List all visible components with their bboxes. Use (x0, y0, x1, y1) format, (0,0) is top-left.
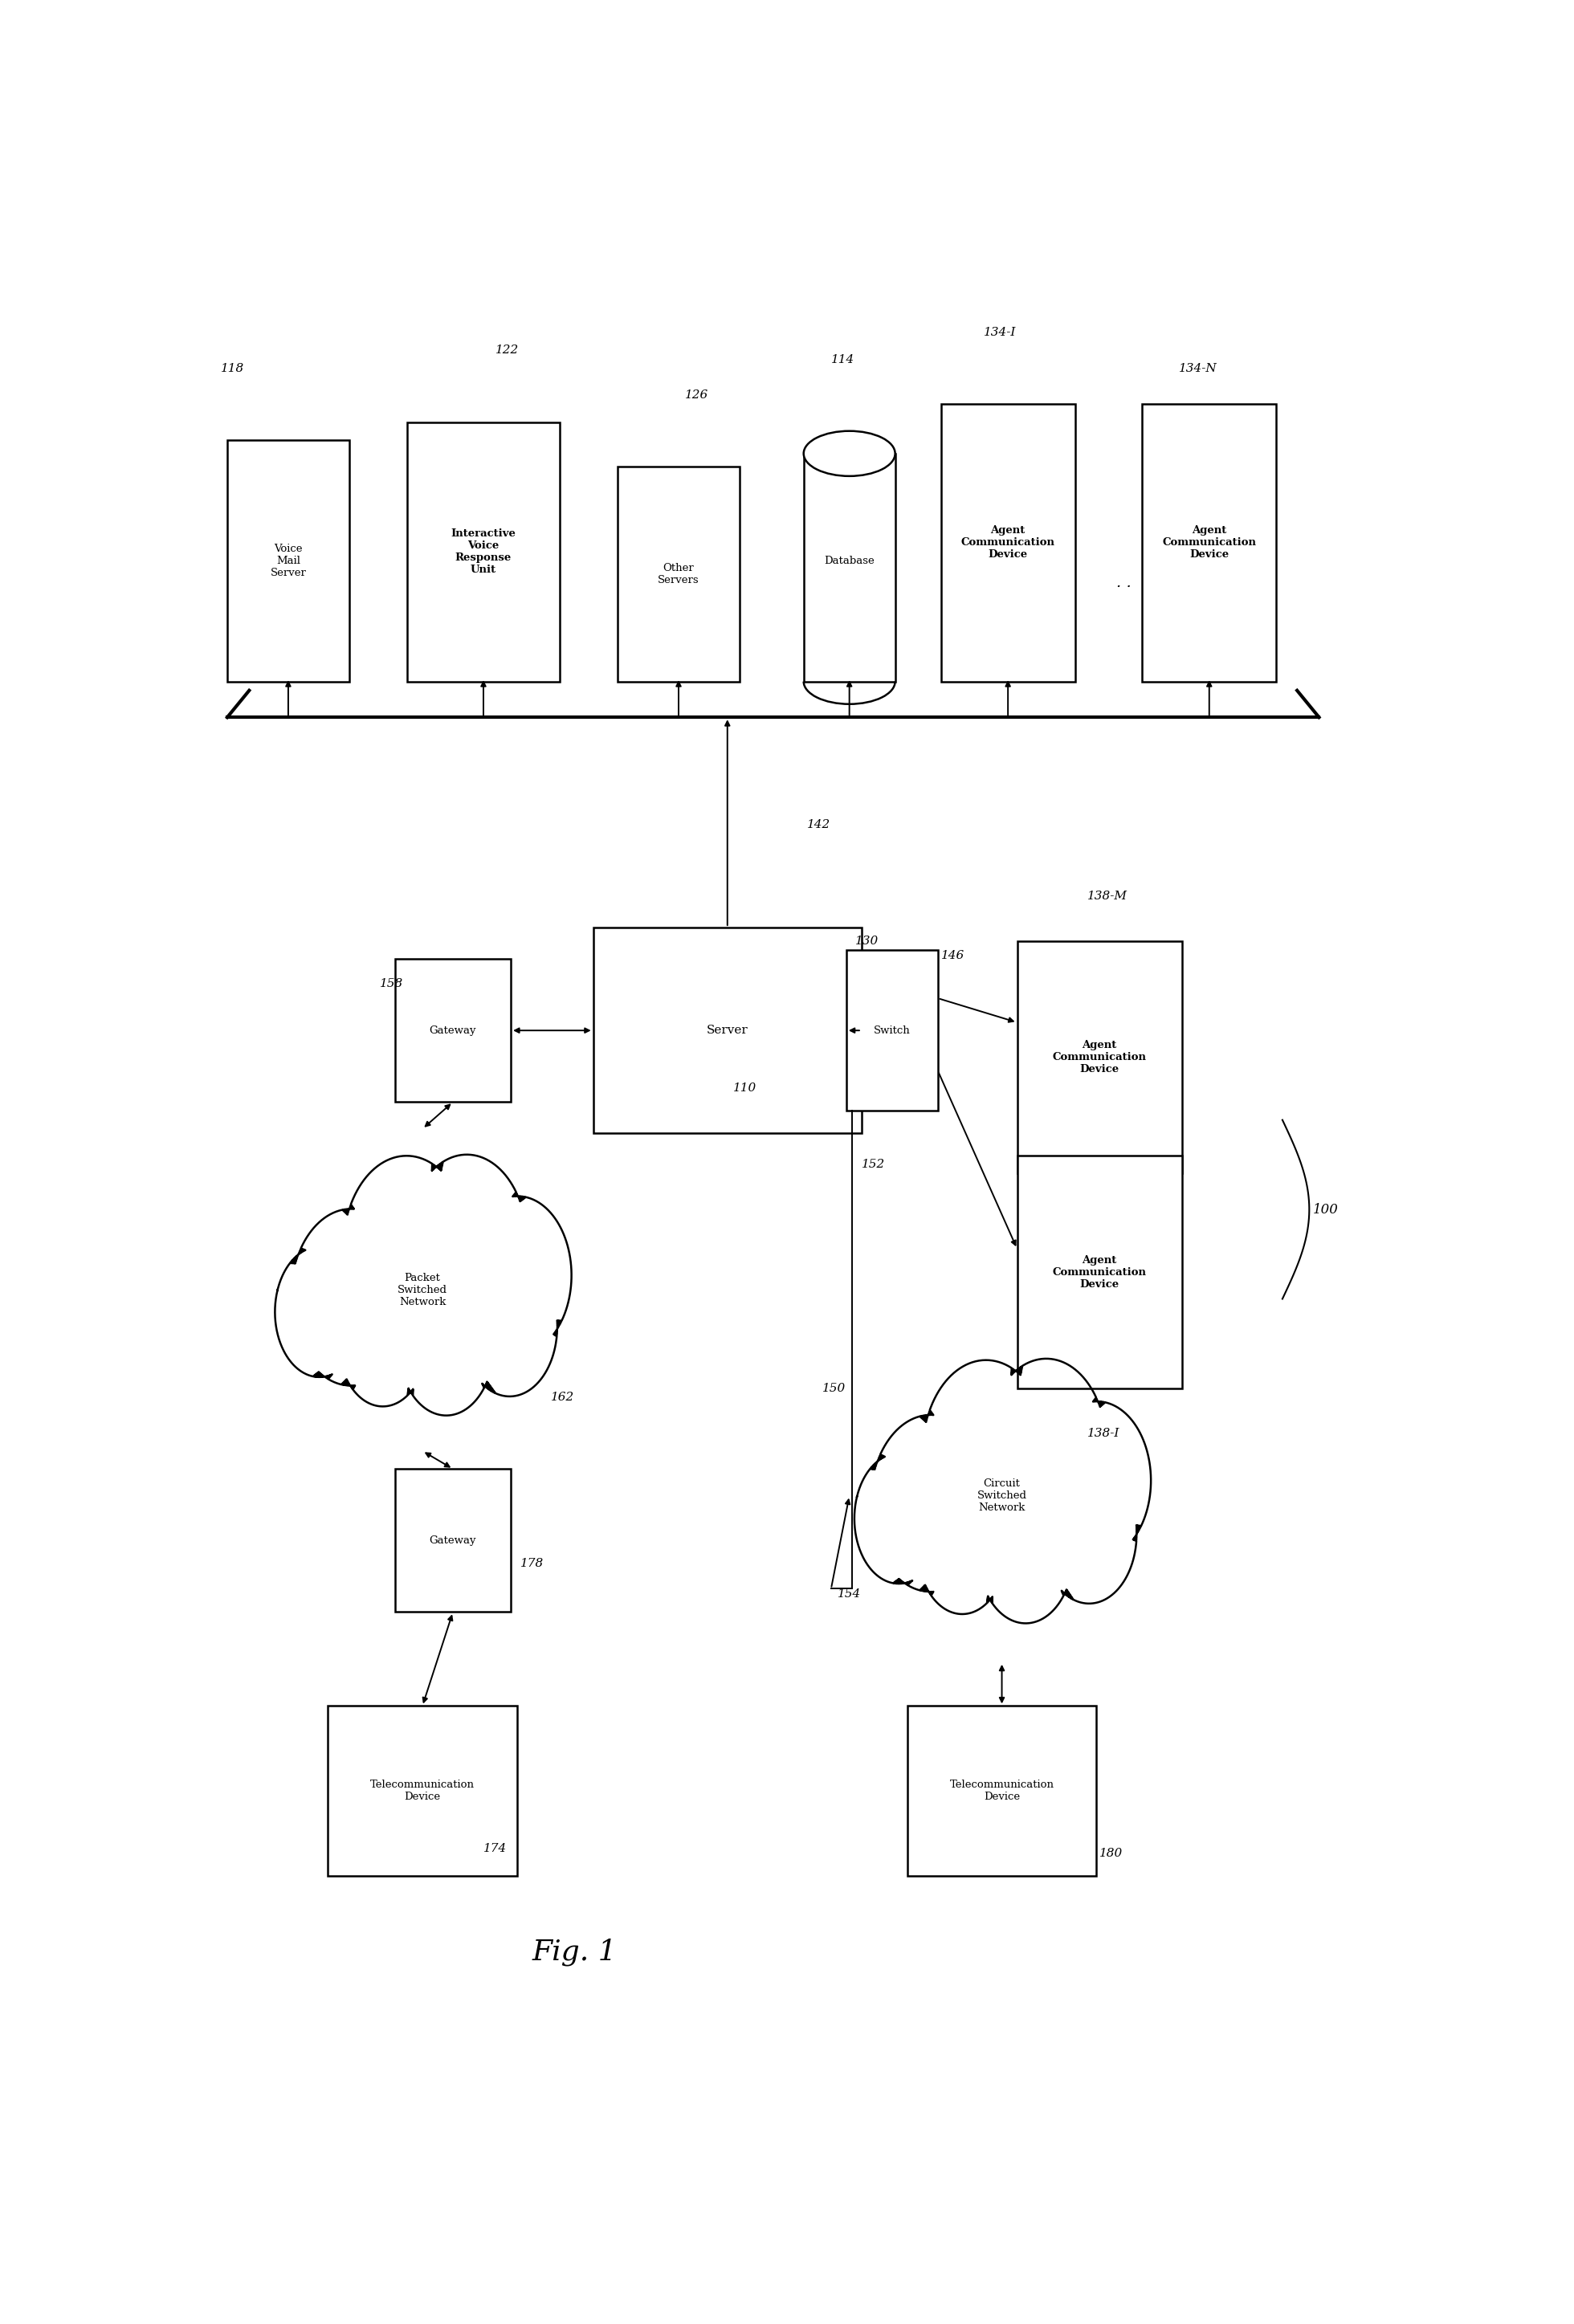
Polygon shape (855, 1360, 1151, 1624)
Text: Switch: Switch (874, 1025, 910, 1037)
Text: 174: 174 (483, 1843, 507, 1855)
Text: 178: 178 (519, 1557, 543, 1569)
Bar (395, 1469, 512, 1613)
Text: 110: 110 (733, 1083, 757, 1092)
Bar (941, 404, 1075, 681)
Text: 180: 180 (1099, 1848, 1122, 1859)
Bar (395, 960, 512, 1102)
Text: Database: Database (825, 555, 875, 567)
Ellipse shape (804, 430, 896, 476)
Bar (227, 439, 349, 681)
Text: 150: 150 (822, 1383, 845, 1394)
Bar (907, 1706, 1097, 1875)
Text: Voice
Mail
Server: Voice Mail Server (271, 544, 307, 579)
Bar (804, 453, 896, 681)
Text: Fig. 1: Fig. 1 (532, 1938, 617, 1966)
Bar (327, 1706, 516, 1875)
Text: ...: ... (1084, 1218, 1099, 1232)
Text: 138-M: 138-M (1088, 890, 1127, 902)
Text: Gateway: Gateway (430, 1536, 477, 1545)
Text: Server: Server (707, 1025, 748, 1037)
Text: 134-N: 134-N (1179, 363, 1217, 374)
Bar (1143, 404, 1277, 681)
Bar (847, 951, 938, 1111)
Bar (1017, 1155, 1182, 1387)
Bar (593, 927, 861, 1134)
Bar (1017, 941, 1182, 1174)
Text: 162: 162 (551, 1392, 575, 1404)
Bar (408, 423, 560, 681)
Text: Agent
Communication
Device: Agent Communication Device (1162, 525, 1256, 560)
Text: Telecommunication
Device: Telecommunication Device (370, 1780, 475, 1801)
Text: Gateway: Gateway (430, 1025, 477, 1037)
Text: Agent
Communication
Device: Agent Communication Device (1053, 1255, 1146, 1290)
Text: Agent
Communication
Device: Agent Communication Device (962, 525, 1055, 560)
Text: 126: 126 (685, 390, 708, 400)
Text: 114: 114 (831, 353, 855, 365)
Text: 122: 122 (496, 344, 519, 356)
Text: 130: 130 (856, 934, 878, 946)
Text: 142: 142 (806, 818, 829, 830)
Text: Packet
Switched
Network: Packet Switched Network (398, 1274, 447, 1306)
Text: Other
Servers: Other Servers (658, 562, 699, 586)
Text: 158: 158 (379, 978, 403, 990)
Text: 146: 146 (941, 951, 965, 960)
Polygon shape (275, 1155, 571, 1415)
Text: 100: 100 (1313, 1202, 1338, 1215)
Text: 154: 154 (837, 1590, 861, 1599)
Text: Agent
Communication
Device: Agent Communication Device (1053, 1041, 1146, 1074)
Bar (617, 467, 740, 681)
Text: Interactive
Voice
Response
Unit: Interactive Voice Response Unit (450, 528, 516, 574)
Text: . .: . . (1116, 576, 1132, 590)
Text: 118: 118 (220, 363, 244, 374)
Text: Telecommunication
Device: Telecommunication Device (949, 1780, 1055, 1801)
Text: 134-I: 134-I (984, 328, 1015, 339)
Text: 138-I: 138-I (1088, 1427, 1119, 1439)
Text: Circuit
Switched
Network: Circuit Switched Network (977, 1478, 1026, 1513)
Text: 152: 152 (861, 1160, 885, 1171)
